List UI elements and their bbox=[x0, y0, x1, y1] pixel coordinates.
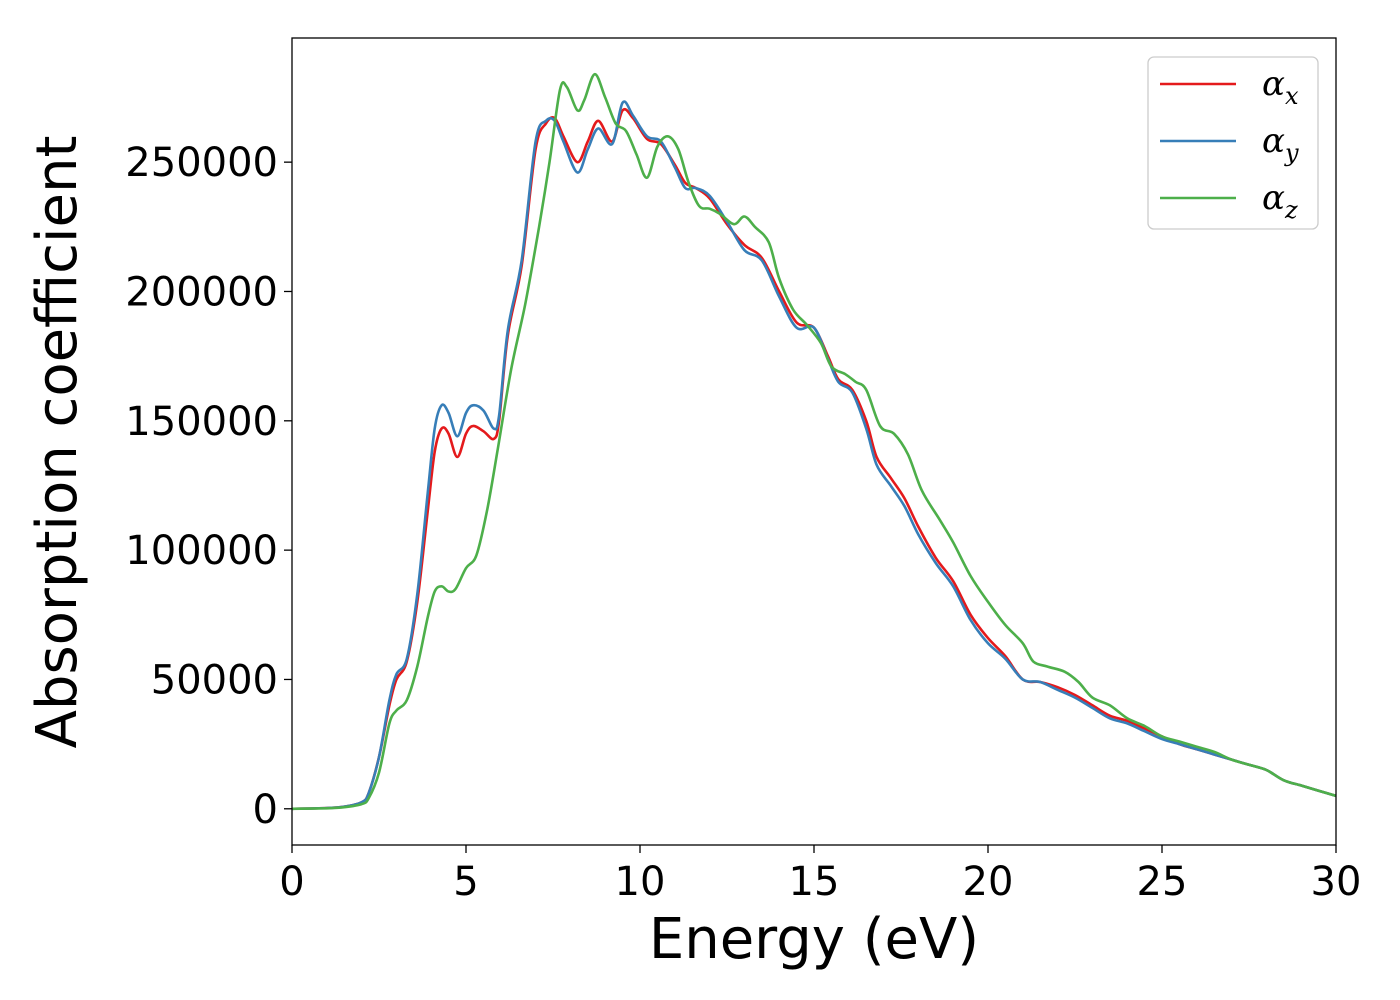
x-tick-label: 30 bbox=[1311, 859, 1362, 905]
x-tick-label: 25 bbox=[1137, 859, 1188, 905]
x-axis-label: Energy (eV) bbox=[649, 907, 979, 972]
y-axis-label: Absorption coefficient bbox=[25, 136, 90, 749]
y-tick-label: 150000 bbox=[125, 399, 278, 445]
legend: αx αy αz bbox=[1147, 56, 1319, 230]
legend-label-y: αy bbox=[1262, 121, 1299, 167]
x-tick-label: 20 bbox=[963, 859, 1014, 905]
x-tick-label: 5 bbox=[453, 859, 478, 905]
x-tick-label: 10 bbox=[615, 859, 666, 905]
legend-box bbox=[1147, 56, 1319, 230]
series-lines bbox=[291, 72, 1337, 811]
legend-label-z: αz bbox=[1262, 178, 1298, 224]
y-tick-label: 200000 bbox=[125, 269, 278, 315]
x-tick-label: 0 bbox=[279, 859, 304, 905]
y-tick-label: 0 bbox=[253, 787, 278, 833]
y-tick-label: 100000 bbox=[125, 528, 278, 574]
x-axis-ticks: 0 5 10 15 20 25 30 bbox=[279, 845, 1361, 905]
y-tick-label: 50000 bbox=[151, 657, 278, 703]
y-axis-ticks: 0 50000 100000 150000 200000 250000 bbox=[125, 140, 292, 833]
series-line-x bbox=[291, 108, 1337, 811]
y-tick-label: 250000 bbox=[125, 140, 278, 186]
series-line-y bbox=[291, 100, 1337, 811]
legend-label-x: αx bbox=[1262, 64, 1299, 110]
series-line-z bbox=[291, 72, 1337, 811]
x-tick-label: 15 bbox=[789, 859, 840, 905]
